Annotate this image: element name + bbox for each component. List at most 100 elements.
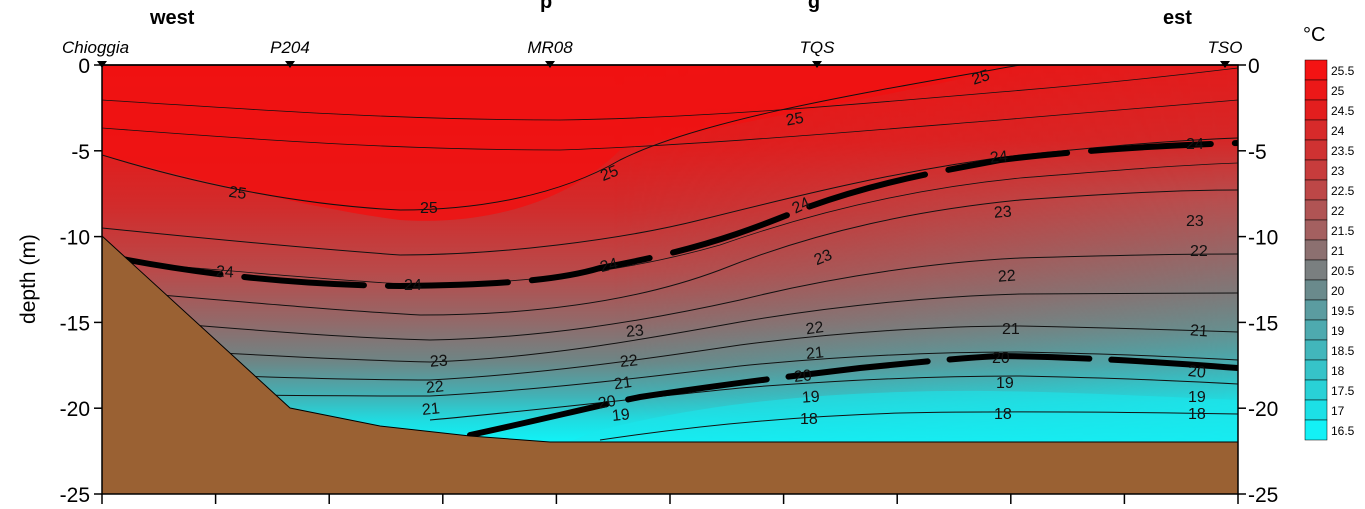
colorbar-label: 18.5 bbox=[1331, 344, 1355, 358]
colorbar-swatch bbox=[1304, 119, 1328, 141]
colorbar-label: 20 bbox=[1331, 284, 1345, 298]
colorbar-swatch bbox=[1304, 179, 1328, 201]
station-marker bbox=[97, 61, 107, 68]
station-label: TQS bbox=[800, 38, 836, 57]
colorbar-label: 24.5 bbox=[1331, 104, 1355, 118]
colorbar-swatch bbox=[1304, 299, 1328, 321]
colorbar-label: 25 bbox=[1331, 84, 1345, 98]
y-tick-label: -15 bbox=[60, 312, 90, 335]
colorbar-label: 25.5 bbox=[1331, 64, 1355, 78]
colorbar-label: 24 bbox=[1331, 124, 1345, 138]
contour-label: 21 bbox=[1189, 322, 1208, 340]
colorbar-label: 16.5 bbox=[1331, 424, 1355, 438]
contour-label: 21 bbox=[1002, 321, 1020, 338]
colorbar-label: 19 bbox=[1331, 324, 1345, 338]
contour-label: 18 bbox=[800, 411, 818, 428]
colorbar-swatch bbox=[1304, 339, 1328, 361]
colorbar-swatch bbox=[1304, 239, 1328, 261]
contour-label: 22 bbox=[425, 378, 445, 397]
colorbar-swatch bbox=[1304, 159, 1328, 181]
title-fragment: p g bbox=[540, 0, 820, 13]
colorbar-swatch bbox=[1304, 79, 1328, 101]
colorbar-label: 22 bbox=[1331, 204, 1345, 218]
colorbar-swatch bbox=[1304, 99, 1328, 121]
colorbar-swatch bbox=[1304, 399, 1328, 421]
y-tick-label-right: -15 bbox=[1248, 312, 1278, 335]
contour-label: 21 bbox=[421, 400, 441, 419]
bottom-axis-ticks bbox=[101, 494, 1239, 504]
contour-lines bbox=[102, 65, 1238, 441]
station-label: Chioggia bbox=[62, 38, 129, 57]
contour-label: 22 bbox=[1190, 243, 1208, 260]
left-axis: 0 -5 -10 -15 -20 -25 bbox=[60, 55, 102, 507]
contour-label: 19 bbox=[996, 375, 1014, 392]
colorbar-label: 20.5 bbox=[1331, 264, 1355, 278]
contour-label: 22 bbox=[619, 352, 639, 371]
colorbar-label: 18 bbox=[1331, 364, 1345, 378]
colorbar-swatch bbox=[1304, 419, 1328, 441]
contour-label: 18 bbox=[994, 406, 1012, 423]
contour-label: 20 bbox=[597, 393, 618, 413]
contour-label: 24 bbox=[790, 194, 814, 217]
colorbar-swatch bbox=[1304, 359, 1328, 381]
contour-label: 23 bbox=[812, 247, 835, 269]
colorbar-swatch bbox=[1304, 139, 1328, 161]
station-label: P204 bbox=[270, 38, 310, 57]
contour-label-group: 25 25 25 25 25 24 24 24 24 24 24 23 23 2… bbox=[215, 67, 1208, 428]
contour-label: 23 bbox=[1186, 213, 1204, 230]
contour-label: 19 bbox=[1188, 389, 1206, 406]
colorbar-swatch bbox=[1304, 279, 1328, 301]
colorbar: 25.5 25 24.5 24 23.5 23 22.5 22 21.5 21 20.5 20 19.5… bbox=[1304, 59, 1355, 441]
right-axis: 0 -5 -10 -15 -20 -25 bbox=[1238, 55, 1278, 507]
station-label: TSO bbox=[1208, 38, 1243, 57]
colorbar-label: 23 bbox=[1331, 164, 1345, 178]
colorbar-swatch bbox=[1304, 219, 1328, 241]
station-marker bbox=[545, 61, 555, 68]
station-marker bbox=[812, 61, 822, 68]
contour-label: 21 bbox=[613, 374, 633, 393]
colorbar-label: 21 bbox=[1331, 244, 1345, 258]
contour-label: 25 bbox=[970, 67, 992, 89]
plot-area bbox=[102, 65, 1238, 445]
colorbar-swatch bbox=[1304, 379, 1328, 401]
contour-label: 20 bbox=[992, 350, 1010, 367]
contour-label: 23 bbox=[429, 352, 448, 370]
colorbar-label: 22.5 bbox=[1331, 184, 1355, 198]
west-label: west bbox=[149, 7, 195, 29]
contour-label: 23 bbox=[625, 322, 645, 341]
colorbar-label: 23.5 bbox=[1331, 144, 1355, 158]
contour-label: 25 bbox=[228, 184, 248, 203]
y-tick-label-right: -5 bbox=[1248, 141, 1267, 164]
colorbar-label: 17.5 bbox=[1331, 384, 1355, 398]
contour-label: 22 bbox=[997, 267, 1016, 285]
stations: Chioggia P204 MR08 TQS TSO bbox=[62, 38, 1242, 68]
y-tick-label-right: -10 bbox=[1248, 227, 1278, 250]
station-label: MR08 bbox=[527, 38, 573, 57]
contour-label: 20 bbox=[793, 367, 813, 386]
y-axis-label: depth (m) bbox=[17, 234, 40, 324]
colorbar-swatch bbox=[1304, 319, 1328, 341]
y-tick-label: -10 bbox=[60, 227, 90, 250]
colorbar-label: 17 bbox=[1331, 404, 1345, 418]
contour-label: 19 bbox=[611, 406, 631, 425]
colorbar-swatch bbox=[1304, 259, 1328, 281]
colorbar-unit: °C bbox=[1303, 24, 1325, 46]
contour-label: 24 bbox=[598, 255, 619, 276]
contour-label: 22 bbox=[805, 319, 825, 338]
contour-label: 24 bbox=[989, 148, 1009, 167]
y-tick-label: -5 bbox=[71, 141, 90, 164]
colorbar-swatch bbox=[1304, 59, 1328, 81]
contour-label: 25 bbox=[420, 200, 438, 217]
y-tick-label: -25 bbox=[60, 484, 90, 507]
colorbar-swatch bbox=[1304, 199, 1328, 221]
y-tick-label: 0 bbox=[78, 55, 90, 78]
contour-label: 20 bbox=[1187, 363, 1207, 382]
y-tick-label-right: -25 bbox=[1248, 484, 1278, 507]
contour-label: 19 bbox=[801, 388, 820, 406]
y-tick-label-right: -20 bbox=[1248, 398, 1278, 421]
east-label: est bbox=[1163, 7, 1192, 29]
station-marker bbox=[285, 61, 295, 68]
contour-label: 24 bbox=[1186, 136, 1204, 153]
contour-label: 21 bbox=[805, 344, 825, 363]
